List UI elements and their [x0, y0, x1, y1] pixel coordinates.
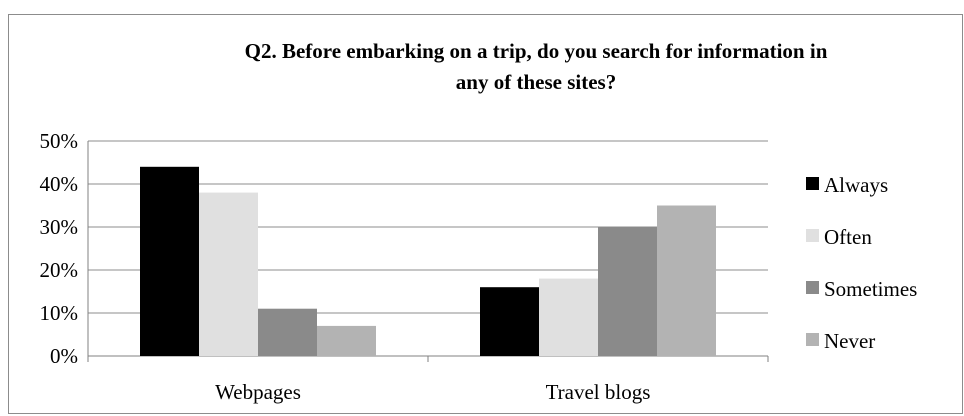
- x-category-label: Webpages: [215, 380, 301, 404]
- bar-often-0: [199, 192, 258, 356]
- legend-label-sometimes: Sometimes: [824, 277, 917, 301]
- legend: Always Often Sometimes Never: [806, 173, 917, 353]
- y-tick-label: 40%: [40, 172, 79, 196]
- legend-swatch-never: [806, 333, 819, 346]
- legend-swatch-often: [806, 229, 819, 242]
- chart-title: Q2. Before embarking on a trip, do you s…: [245, 39, 828, 94]
- x-axis: Webpages Travel blogs: [87, 356, 769, 404]
- legend-label-always: Always: [824, 173, 888, 197]
- chart-title-line-1: Q2. Before embarking on a trip, do you s…: [245, 39, 828, 63]
- y-tick-label: 0%: [50, 344, 78, 368]
- bar-often-1: [539, 278, 598, 356]
- bar-always-1: [480, 287, 539, 356]
- bar-never-0: [317, 325, 376, 356]
- y-tick-label: 50%: [40, 129, 79, 153]
- bar-sometimes-0: [258, 308, 317, 356]
- legend-label-never: Never: [824, 329, 875, 353]
- bars: [140, 166, 716, 356]
- legend-swatch-sometimes: [806, 281, 819, 294]
- legend-label-often: Often: [824, 225, 872, 249]
- bar-always-0: [140, 166, 199, 356]
- bar-sometimes-1: [598, 227, 657, 356]
- x-category-label: Travel blogs: [546, 380, 651, 404]
- y-tick-label: 10%: [40, 301, 79, 325]
- legend-swatch-always: [806, 177, 819, 190]
- y-tick-label: 30%: [40, 215, 79, 239]
- bar-never-1: [657, 205, 716, 356]
- y-tick-label: 20%: [40, 258, 79, 282]
- y-axis: 0% 10% 20% 30% 40% 50%: [40, 129, 89, 368]
- chart-title-line-2: any of these sites?: [456, 70, 616, 94]
